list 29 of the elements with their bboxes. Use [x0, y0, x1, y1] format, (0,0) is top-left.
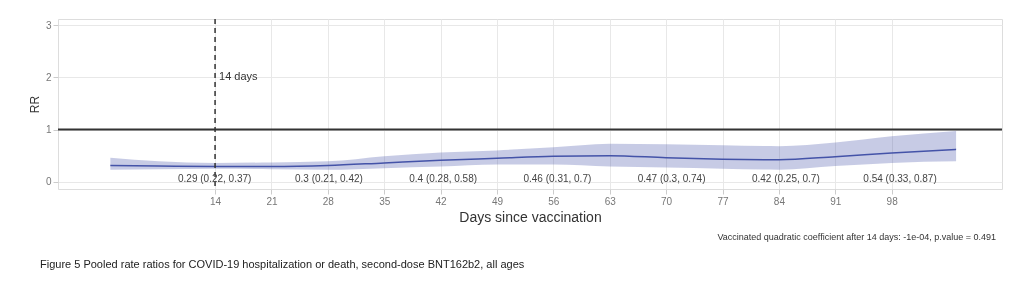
annotation: 0.4 (0.28, 0.58) — [409, 173, 478, 184]
x-tick-label: 84 — [773, 195, 786, 207]
y-tick-label: 2 — [45, 71, 52, 83]
x-tick-label: 14 — [210, 195, 222, 207]
y-tick-label: 0 — [45, 176, 52, 188]
annotation: 0.42 (0.25, 0.7) — [751, 173, 820, 184]
annotation: 0.46 (0.31, 0.7) — [523, 173, 592, 184]
x-tick-label: 21 — [266, 195, 278, 207]
text: Figure 5 Pooled rate ratios for COVID-19 hospitalization or death, second-dose BNT162b2, all ages — [40, 258, 525, 270]
annotation: 0.3 (0.21, 0.42) — [295, 173, 363, 184]
y-tick-label: 3 — [45, 19, 52, 31]
y-axis-title: RR — [27, 95, 42, 114]
x-axis-title: Days since vaccination — [459, 208, 602, 225]
annotation: 0.47 (0.3, 0.74) — [637, 173, 706, 184]
x-tick-label: 91 — [830, 195, 842, 207]
text: Vaccinated quadratic coefficient after 14 days: -1e-04, p.value = 0.491 — [717, 232, 996, 242]
x-tick-label: 98 — [886, 195, 899, 207]
ref-line-label: 14 days — [219, 69, 259, 82]
x-tick-label: 77 — [717, 195, 729, 207]
x-tick-label: 28 — [322, 195, 335, 207]
x-tick-label: 42 — [435, 195, 448, 207]
x-tick-label: 49 — [491, 195, 504, 207]
y-tick-label: 1 — [45, 124, 52, 136]
annotation: 0.54 (0.33, 0.87) — [863, 173, 937, 184]
x-tick-label: 35 — [379, 195, 391, 207]
x-tick-label: 63 — [604, 195, 617, 207]
line-series — [109, 148, 957, 168]
x-tick-label: 70 — [661, 195, 673, 207]
x-tick-label: 56 — [548, 195, 560, 207]
